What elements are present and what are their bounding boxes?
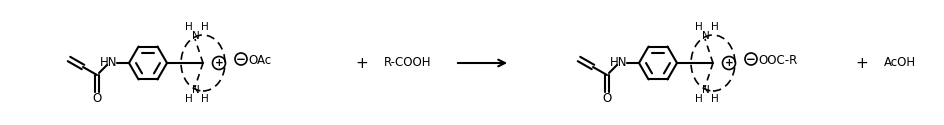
Text: H: H (711, 22, 718, 32)
Text: OAc: OAc (247, 54, 271, 66)
Text: H: H (695, 94, 702, 104)
Text: N: N (701, 85, 709, 95)
Text: HN: HN (609, 56, 626, 69)
Text: H: H (711, 94, 718, 104)
Text: H: H (185, 94, 193, 104)
Text: −: − (745, 52, 755, 66)
Text: +: + (355, 56, 368, 70)
Text: H: H (185, 22, 193, 32)
Text: AcOH: AcOH (883, 56, 915, 70)
Text: OOC-R: OOC-R (757, 54, 797, 66)
Text: N: N (192, 31, 200, 41)
Text: −: − (236, 52, 245, 66)
Text: +: + (724, 58, 733, 68)
Text: +: + (214, 58, 223, 68)
Text: O: O (601, 92, 611, 106)
Text: N: N (192, 85, 200, 95)
Text: +: + (854, 56, 868, 70)
Text: HN: HN (99, 56, 117, 69)
Text: H: H (695, 22, 702, 32)
Text: N: N (701, 31, 709, 41)
Text: H: H (201, 22, 209, 32)
Text: H: H (201, 94, 209, 104)
Text: O: O (93, 92, 102, 106)
Text: R-COOH: R-COOH (384, 56, 431, 70)
